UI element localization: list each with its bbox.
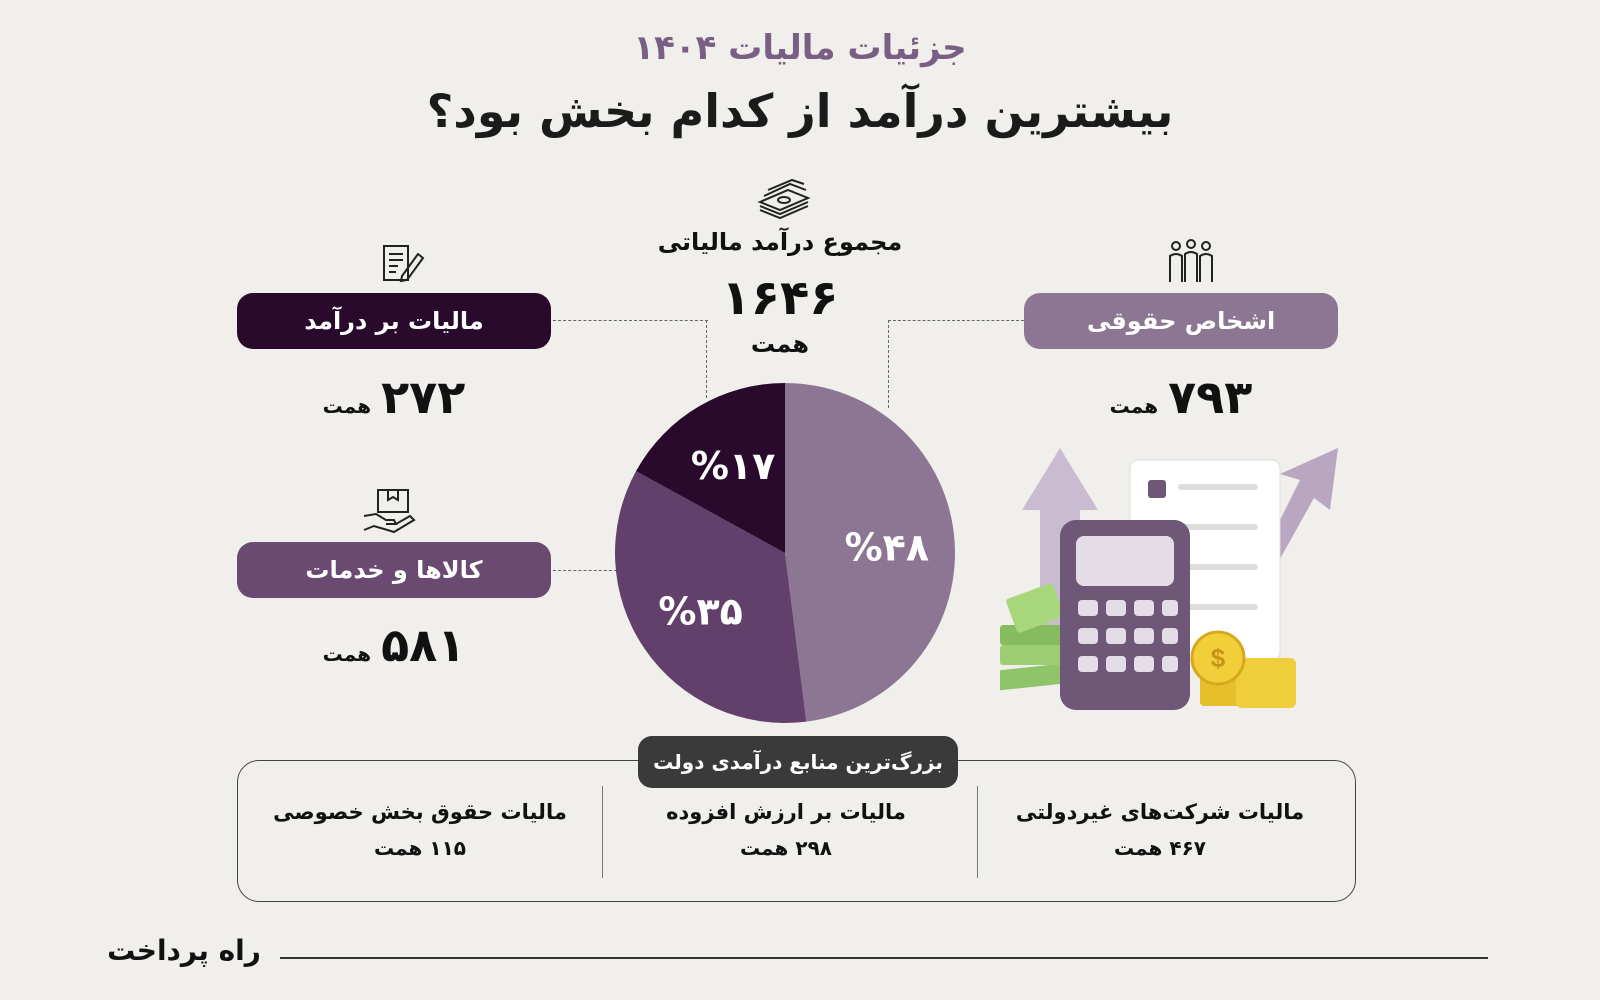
- category-pill-goods-services: کالاها و خدمات: [237, 542, 551, 598]
- pie-slice: [615, 471, 807, 723]
- category-value-income-tax: ۲۷۲ همت: [237, 370, 551, 424]
- pie-slice: [636, 383, 785, 553]
- connector-line: [888, 320, 889, 408]
- sources-heading: بزرگ‌ترین منابع درآمدی دولت: [638, 736, 958, 788]
- category-unit: همت: [322, 394, 372, 418]
- category-value-legal-entities: ۷۹۳ همت: [1024, 370, 1338, 424]
- connector-line: [706, 320, 707, 398]
- people-icon: [1166, 238, 1216, 286]
- pie-slice: [785, 383, 955, 722]
- pie-slice-label: %۴۸: [845, 526, 929, 570]
- total-label: مجموع درآمد مالیاتی: [657, 228, 903, 256]
- coins-icon: $: [1190, 630, 1296, 708]
- category-label: اشخاص حقوقی: [1086, 307, 1276, 335]
- finance-illustration: $: [1000, 448, 1338, 710]
- category-value: ۷۹۳: [1168, 370, 1253, 424]
- brand-logo: راه پرداخت: [107, 934, 261, 967]
- category-unit: همت: [1109, 394, 1159, 418]
- category-label: کالاها و خدمات: [305, 556, 483, 584]
- divider: [977, 786, 978, 878]
- connector-line: [553, 570, 617, 571]
- source-name: مالیات حقوق بخش خصوصی: [273, 800, 567, 824]
- subtitle: جزئیات مالیات ۱۴۰۴: [633, 28, 967, 68]
- pie-slice-label: %۱۷: [691, 444, 775, 488]
- document-pen-icon: [378, 240, 426, 286]
- footer-divider: [280, 957, 1488, 959]
- handshake-box-icon: [360, 486, 418, 540]
- source-name: مالیات بر ارزش افزوده: [666, 800, 906, 824]
- total-unit: همت: [750, 330, 810, 358]
- money-stack-icon: [754, 172, 814, 222]
- connector-line: [553, 320, 708, 321]
- calculator-icon: [1060, 520, 1190, 710]
- category-pill-legal-entities: اشخاص حقوقی: [1024, 293, 1338, 349]
- source-item-corporate: مالیات شرکت‌های غیردولتی ۴۶۷ همت: [1000, 800, 1320, 860]
- pie-slice-label: %۳۵: [658, 589, 742, 633]
- category-value-goods-services: ۵۸۱ همت: [237, 618, 551, 672]
- category-label: مالیات بر درآمد: [304, 307, 484, 335]
- source-value: ۴۶۷ همت: [1113, 836, 1207, 860]
- category-pill-income-tax: مالیات بر درآمد: [237, 293, 551, 349]
- source-value: ۲۹۸ همت: [739, 836, 833, 860]
- page-title: بیشترین درآمد از کدام بخش بود؟: [426, 84, 1174, 138]
- category-value: ۵۸۱: [381, 618, 466, 672]
- source-name: مالیات شرکت‌های غیردولتی: [1015, 800, 1305, 824]
- category-unit: همت: [322, 642, 372, 666]
- svg-text:$: $: [1211, 643, 1226, 673]
- source-value: ۱۱۵ همت: [373, 836, 467, 860]
- source-item-private-salary: مالیات حقوق بخش خصوصی ۱۱۵ همت: [260, 800, 580, 860]
- pie-chart: %۴۸ %۳۵ %۱۷: [615, 383, 955, 723]
- divider: [602, 786, 603, 878]
- connector-line: [888, 320, 1024, 321]
- total-value: ۱۶۴۶: [721, 270, 839, 326]
- category-value: ۲۷۲: [381, 370, 466, 424]
- source-item-vat: مالیات بر ارزش افزوده ۲۹۸ همت: [626, 800, 946, 860]
